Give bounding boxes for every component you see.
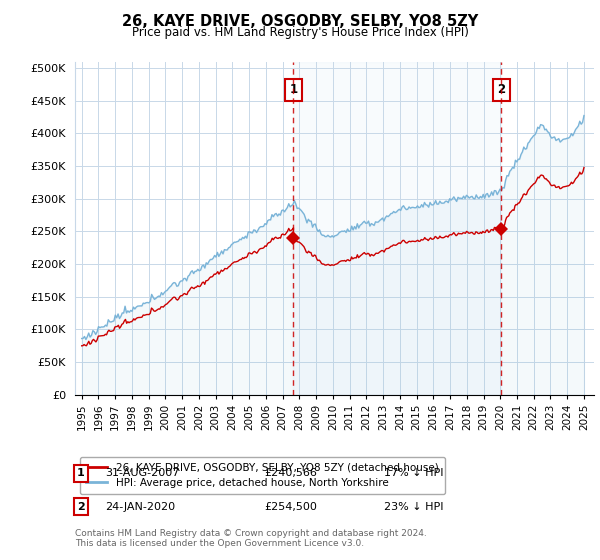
Text: 1: 1 [77, 468, 85, 478]
Text: 24-JAN-2020: 24-JAN-2020 [105, 502, 175, 512]
Text: 31-AUG-2007: 31-AUG-2007 [105, 468, 179, 478]
Text: £240,566: £240,566 [264, 468, 317, 478]
Text: 23% ↓ HPI: 23% ↓ HPI [384, 502, 443, 512]
Text: Price paid vs. HM Land Registry's House Price Index (HPI): Price paid vs. HM Land Registry's House … [131, 26, 469, 39]
Text: 17% ↓ HPI: 17% ↓ HPI [384, 468, 443, 478]
Bar [293, 62, 502, 395]
Text: Contains HM Land Registry data © Crown copyright and database right 2024.
This d: Contains HM Land Registry data © Crown c… [75, 529, 427, 548]
Text: 2: 2 [497, 83, 505, 96]
Legend: 26, KAYE DRIVE, OSGODBY, SELBY, YO8 5ZY (detached house), HPI: Average price, de: 26, KAYE DRIVE, OSGODBY, SELBY, YO8 5ZY … [80, 456, 445, 494]
Text: 1: 1 [289, 83, 298, 96]
Text: £254,500: £254,500 [264, 502, 317, 512]
Text: 2: 2 [77, 502, 85, 512]
Text: 26, KAYE DRIVE, OSGODBY, SELBY, YO8 5ZY: 26, KAYE DRIVE, OSGODBY, SELBY, YO8 5ZY [122, 14, 478, 29]
